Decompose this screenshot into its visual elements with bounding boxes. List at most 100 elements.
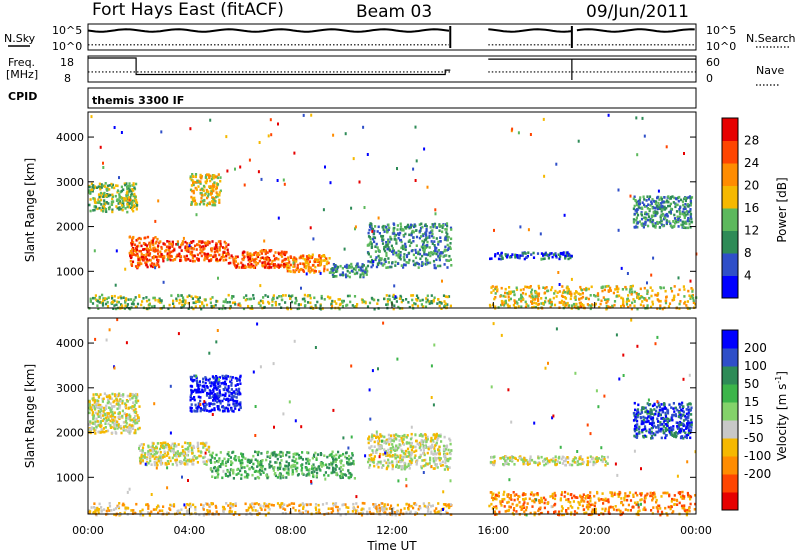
- scatter-cell: [342, 273, 345, 277]
- scatter-cell: [333, 268, 336, 271]
- scatter-cell: [234, 303, 237, 306]
- scatter-cell: [145, 457, 149, 461]
- scatter-cell: [388, 240, 391, 244]
- speckle-cell: [90, 115, 93, 119]
- scatter-cell: [675, 220, 678, 224]
- scatter-cell: [114, 184, 118, 187]
- scatter-cell: [171, 240, 174, 244]
- scatter-cell: [134, 265, 138, 268]
- scatter-cell: [446, 452, 449, 456]
- scatter-cell: [644, 223, 647, 226]
- scatter-cell: [236, 468, 239, 471]
- scatter-cell: [681, 210, 684, 214]
- scatter-cell: [221, 459, 224, 463]
- scatter-cell: [325, 262, 328, 266]
- scatter-cell: [313, 296, 316, 300]
- scatter-cell: [134, 408, 137, 411]
- scatter-cell: [164, 441, 167, 445]
- scatter-cell: [634, 199, 637, 202]
- scatter-cell: [641, 224, 644, 227]
- scatter-cell: [534, 305, 537, 309]
- scatter-cell: [630, 307, 633, 311]
- scatter-cell: [190, 201, 193, 204]
- scatter-cell: [285, 453, 288, 457]
- scatter-cell: [215, 258, 218, 261]
- scatter-cell: [216, 397, 219, 400]
- scatter-cell: [222, 388, 225, 391]
- scatter-cell: [168, 242, 171, 245]
- scatter-cell: [658, 198, 661, 201]
- scatter-cell: [431, 232, 434, 236]
- scatter-cell: [126, 303, 129, 306]
- scatter-cell: [361, 301, 364, 304]
- scatter-cell: [208, 176, 211, 179]
- scatter-cell: [147, 450, 150, 453]
- scatter-cell: [629, 285, 632, 289]
- power-frame: [87, 111, 697, 309]
- scatter-cell: [689, 212, 693, 216]
- scatter-cell: [675, 210, 679, 213]
- scatter-cell: [212, 198, 215, 201]
- scatter-cell: [425, 228, 428, 231]
- scatter-cell: [268, 263, 271, 266]
- scatter-cell: [651, 222, 654, 226]
- scatter-cell: [221, 461, 224, 465]
- scatter-cell: [615, 295, 618, 298]
- scatter-cell: [292, 270, 295, 274]
- scatter-cell: [218, 201, 221, 204]
- scatter-cell: [547, 299, 550, 303]
- speckle-cell: [493, 228, 495, 232]
- scatter-cell: [613, 303, 616, 307]
- scatter-cell: [192, 181, 195, 185]
- scatter-cell: [540, 302, 543, 305]
- scatter-cell: [430, 231, 433, 234]
- scatter-cell: [252, 505, 256, 509]
- scatter-cell: [663, 196, 666, 199]
- scatter-cell: [268, 508, 271, 511]
- scatter-cell: [162, 505, 165, 508]
- scatter-cell: [178, 252, 181, 256]
- scatter-cell: [146, 259, 149, 263]
- scatter-cell: [399, 238, 403, 242]
- scatter-cell: [397, 262, 400, 265]
- scatter-cell: [398, 513, 401, 517]
- scatter-cell: [377, 248, 380, 252]
- scatter-cell: [129, 254, 132, 258]
- scatter-cell: [205, 173, 209, 176]
- scatter-cell: [213, 466, 216, 470]
- scatter-cell: [192, 247, 195, 250]
- scatter-cell: [113, 299, 116, 302]
- scatter-cell: [216, 183, 220, 186]
- scatter-cell: [189, 175, 192, 178]
- scatter-cell: [643, 203, 646, 207]
- scatter-cell: [388, 248, 391, 251]
- scatter-cell: [124, 183, 127, 187]
- scatter-cell: [276, 502, 280, 505]
- scatter-cell: [239, 461, 242, 465]
- scatter-cell: [261, 261, 264, 264]
- scatter-cell: [193, 398, 196, 402]
- scatter-cell: [401, 299, 404, 302]
- scatter-cell: [433, 461, 436, 464]
- scatter-cell: [93, 422, 97, 426]
- scatter-cell: [172, 259, 175, 262]
- scatter-cell: [214, 175, 217, 179]
- scatter-cell: [522, 288, 525, 291]
- scatter-cell: [146, 307, 149, 310]
- scatter-cell: [255, 502, 258, 505]
- scatter-cell: [133, 249, 137, 252]
- scatter-cell: [108, 207, 111, 211]
- scatter-cell: [415, 294, 419, 298]
- scatter-cell: [200, 503, 203, 506]
- scatter-cell: [636, 213, 640, 217]
- scatter-cell: [118, 199, 121, 202]
- scatter-cell: [206, 252, 210, 256]
- scatter-cell: [216, 249, 219, 253]
- scatter-cell: [153, 296, 156, 300]
- scatter-cell: [258, 301, 261, 304]
- scatter-cell: [684, 214, 687, 217]
- speckle-cell: [331, 304, 334, 308]
- scatter-cell: [280, 295, 283, 298]
- scatter-cell: [296, 307, 299, 311]
